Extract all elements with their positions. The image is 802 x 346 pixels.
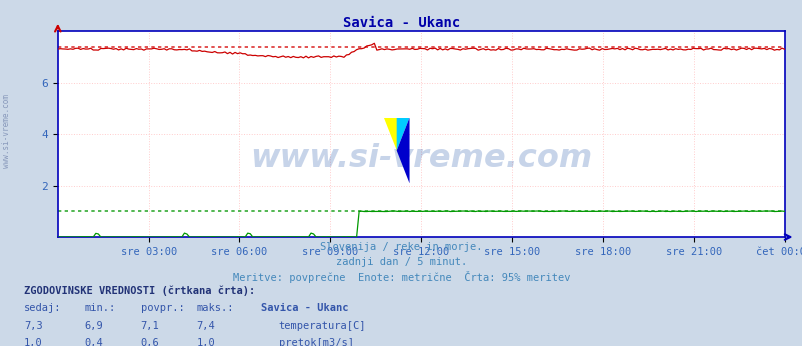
- Text: 1,0: 1,0: [196, 338, 215, 346]
- Text: Savica - Ukanc: Savica - Ukanc: [342, 16, 460, 29]
- Text: Slovenija / reke in morje.: Slovenija / reke in morje.: [320, 242, 482, 252]
- Text: 1,0: 1,0: [24, 338, 43, 346]
- Text: ZGODOVINSKE VREDNOSTI (črtkana črta):: ZGODOVINSKE VREDNOSTI (črtkana črta):: [24, 285, 255, 296]
- Text: min.:: min.:: [84, 303, 115, 313]
- Text: 7,4: 7,4: [196, 321, 215, 331]
- Text: 7,3: 7,3: [24, 321, 43, 331]
- Polygon shape: [396, 118, 409, 183]
- Text: www.si-vreme.com: www.si-vreme.com: [249, 143, 592, 174]
- Text: 0,6: 0,6: [140, 338, 159, 346]
- Text: 6,9: 6,9: [84, 321, 103, 331]
- Text: www.si-vreme.com: www.si-vreme.com: [2, 94, 11, 169]
- Text: Meritve: povprečne  Enote: metrične  Črta: 95% meritev: Meritve: povprečne Enote: metrične Črta:…: [233, 271, 569, 283]
- Text: 7,1: 7,1: [140, 321, 159, 331]
- Text: temperatura[C]: temperatura[C]: [278, 321, 366, 331]
- Text: maks.:: maks.:: [196, 303, 234, 313]
- Text: pretok[m3/s]: pretok[m3/s]: [278, 338, 353, 346]
- Text: Savica - Ukanc: Savica - Ukanc: [261, 303, 348, 313]
- Polygon shape: [396, 118, 409, 151]
- Text: 0,4: 0,4: [84, 338, 103, 346]
- Text: sedaj:: sedaj:: [24, 303, 62, 313]
- Text: povpr.:: povpr.:: [140, 303, 184, 313]
- Polygon shape: [383, 118, 396, 151]
- Text: zadnji dan / 5 minut.: zadnji dan / 5 minut.: [335, 257, 467, 267]
